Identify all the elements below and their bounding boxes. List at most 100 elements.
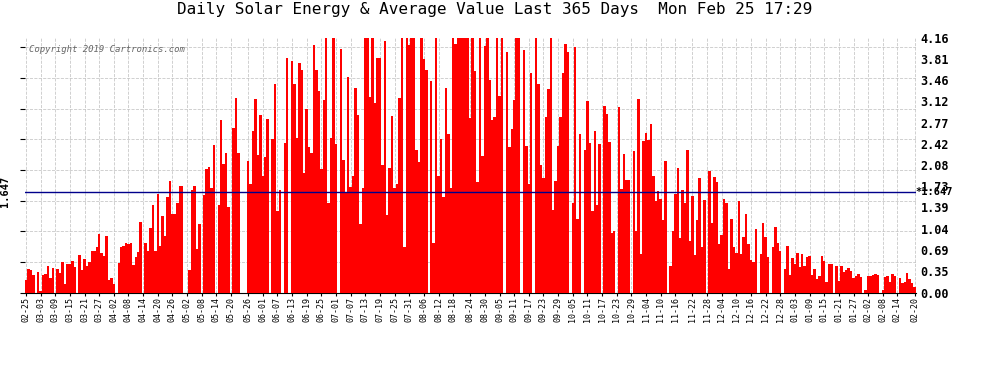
Bar xyxy=(823,261,826,292)
Bar xyxy=(884,278,886,292)
Bar xyxy=(491,120,493,292)
Bar xyxy=(772,248,774,292)
Bar xyxy=(330,138,333,292)
Bar xyxy=(30,270,32,292)
Bar xyxy=(638,99,640,292)
Bar xyxy=(383,41,386,292)
Bar xyxy=(318,91,320,292)
Bar xyxy=(671,231,674,292)
Bar xyxy=(359,225,361,292)
Bar xyxy=(81,270,83,292)
Bar xyxy=(408,45,411,292)
Bar xyxy=(425,70,428,292)
Bar xyxy=(906,273,909,292)
Bar xyxy=(513,100,516,292)
Bar xyxy=(276,211,278,292)
Bar xyxy=(313,45,315,292)
Bar xyxy=(649,123,652,292)
Bar xyxy=(654,201,657,292)
Bar xyxy=(264,157,266,292)
Bar xyxy=(518,38,521,292)
Bar xyxy=(864,290,867,292)
Bar xyxy=(51,268,54,292)
Bar xyxy=(103,256,105,292)
Bar xyxy=(662,220,664,292)
Bar xyxy=(73,267,76,292)
Text: Daily Solar Energy & Average Value Last 365 Days  Mon Feb 25 17:29: Daily Solar Energy & Average Value Last … xyxy=(177,2,813,17)
Bar xyxy=(433,243,435,292)
Bar xyxy=(225,153,228,292)
Bar xyxy=(213,145,215,292)
Bar xyxy=(749,260,752,292)
Bar xyxy=(238,153,240,292)
Bar xyxy=(911,283,914,292)
Bar xyxy=(816,279,818,292)
Bar xyxy=(340,49,343,292)
Bar xyxy=(699,178,701,292)
Bar xyxy=(369,98,371,292)
Bar xyxy=(584,150,586,292)
Bar xyxy=(123,246,125,292)
Bar xyxy=(88,262,91,292)
Bar xyxy=(286,58,288,292)
Bar xyxy=(523,50,525,292)
Bar xyxy=(498,96,501,292)
Bar xyxy=(223,164,225,292)
Bar xyxy=(63,284,66,292)
Bar xyxy=(159,246,161,292)
Bar xyxy=(413,38,416,292)
Bar xyxy=(154,251,156,292)
Bar xyxy=(423,60,425,292)
Bar xyxy=(789,275,791,292)
Bar xyxy=(552,210,554,292)
Bar xyxy=(901,284,904,292)
Bar xyxy=(135,257,137,292)
Bar xyxy=(881,290,884,292)
Bar xyxy=(644,133,647,292)
Bar xyxy=(220,120,223,292)
Bar xyxy=(61,262,63,292)
Text: Daily  ($): Daily ($) xyxy=(910,20,968,30)
Bar xyxy=(828,264,831,292)
Bar xyxy=(66,264,68,292)
Bar xyxy=(128,244,130,292)
Bar xyxy=(71,261,73,292)
Bar xyxy=(794,264,796,292)
Bar xyxy=(874,274,877,292)
Bar xyxy=(701,248,703,292)
Bar xyxy=(376,57,379,292)
Bar xyxy=(586,100,589,292)
Bar xyxy=(501,38,503,292)
Bar xyxy=(420,38,423,292)
Bar xyxy=(801,254,804,292)
Bar xyxy=(557,146,559,292)
Bar xyxy=(674,194,676,292)
Bar xyxy=(826,282,828,292)
Bar xyxy=(904,282,906,292)
Bar xyxy=(821,256,823,292)
Bar xyxy=(696,220,699,292)
Bar xyxy=(96,247,98,292)
Bar xyxy=(859,277,862,292)
Bar xyxy=(857,274,859,292)
Bar xyxy=(716,182,718,292)
Bar xyxy=(293,84,296,292)
Bar xyxy=(689,241,691,292)
Bar xyxy=(516,38,518,292)
Bar xyxy=(679,238,681,292)
Bar xyxy=(535,38,538,292)
Bar xyxy=(708,171,711,292)
Bar xyxy=(742,237,744,292)
Bar xyxy=(867,276,869,292)
Bar xyxy=(561,73,564,292)
Bar xyxy=(218,205,220,292)
Bar xyxy=(784,269,786,292)
Bar xyxy=(796,254,799,292)
Bar xyxy=(296,138,298,292)
Bar xyxy=(203,195,205,292)
Bar xyxy=(301,70,303,292)
Bar xyxy=(443,197,445,292)
Bar xyxy=(591,211,594,292)
Bar xyxy=(196,249,198,292)
Bar xyxy=(310,153,313,292)
